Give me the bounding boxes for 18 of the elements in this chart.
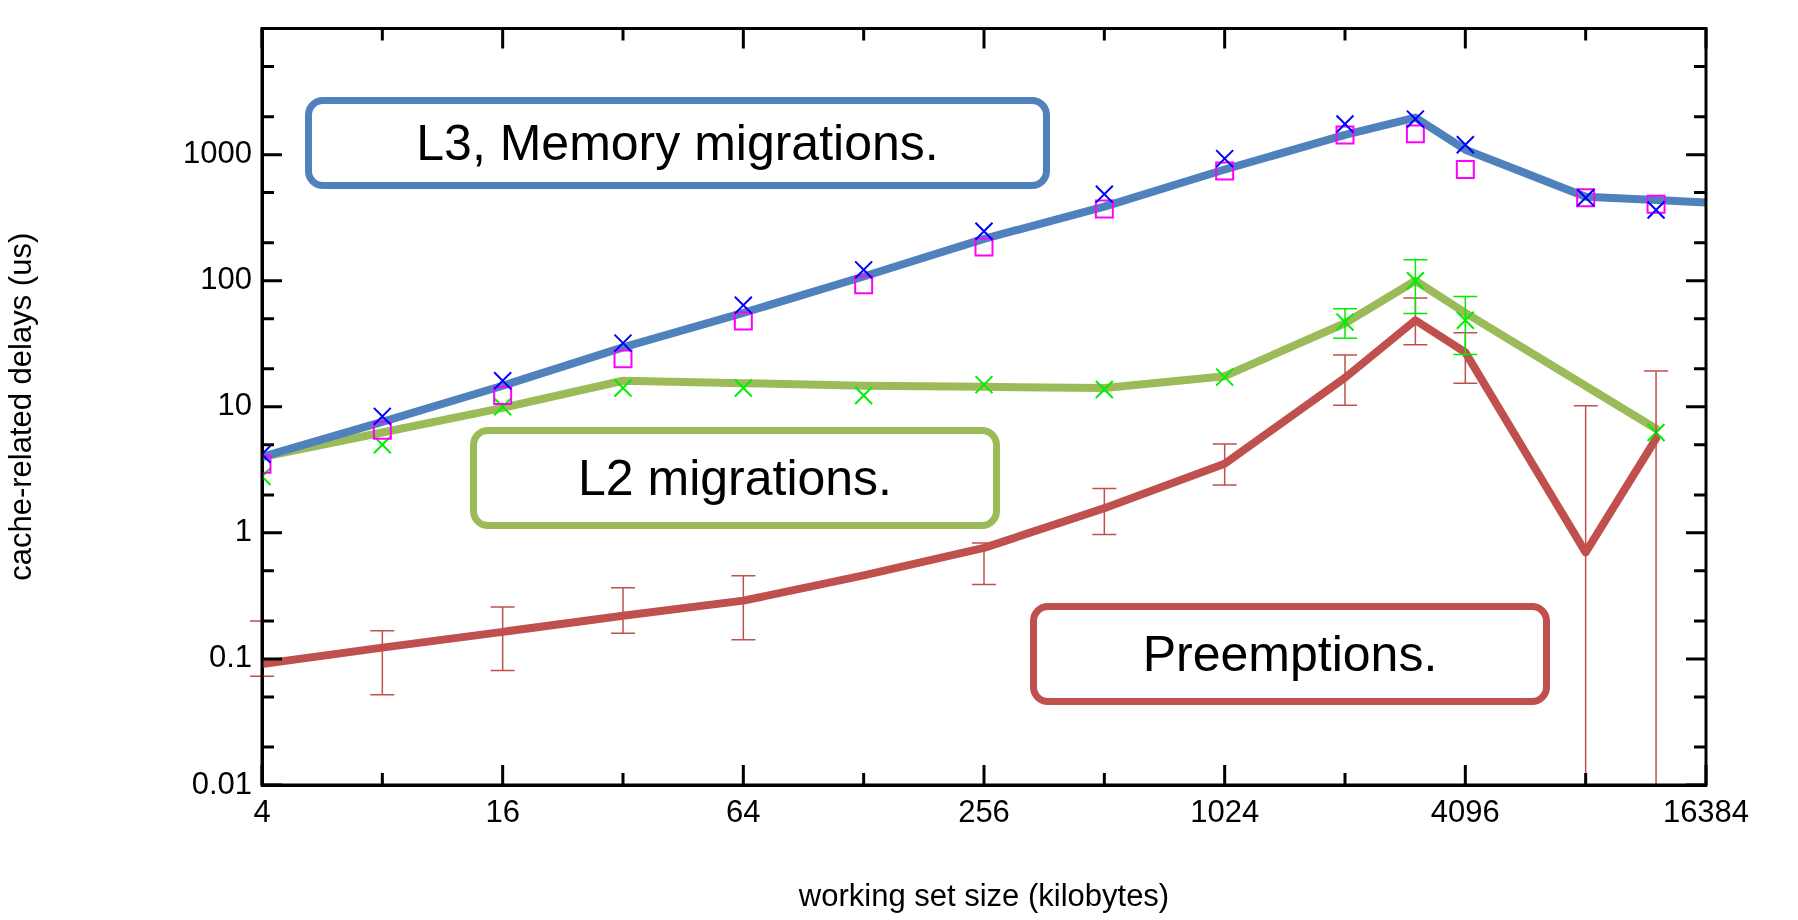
x-axis-title: working set size (kilobytes) [797, 877, 1170, 913]
x-tick-label: 16 [485, 794, 520, 830]
x-tick-label: 1024 [1190, 794, 1260, 830]
y-tick-label: 100 [200, 261, 252, 297]
annotation: Preemptions. [1030, 603, 1550, 705]
y-tick-label: 1000 [183, 135, 252, 171]
x-tick-label: 256 [958, 794, 1010, 830]
annotation: L3, Memory migrations. [305, 97, 1050, 189]
y-tick-label: 0.1 [208, 639, 252, 675]
y-tick-label: 0.01 [191, 765, 252, 801]
y-axis-title: cache-related delays (us) [3, 232, 39, 581]
y-tick-label: 10 [217, 387, 252, 423]
x-tick-label: 4096 [1430, 794, 1500, 830]
x-tick-label: 16384 [1662, 794, 1750, 830]
x-tick-label: 64 [726, 794, 761, 830]
x-tick-label: 4 [253, 794, 271, 830]
annotation: L2 migrations. [470, 427, 1000, 529]
y-tick-label: 1 [234, 513, 252, 549]
